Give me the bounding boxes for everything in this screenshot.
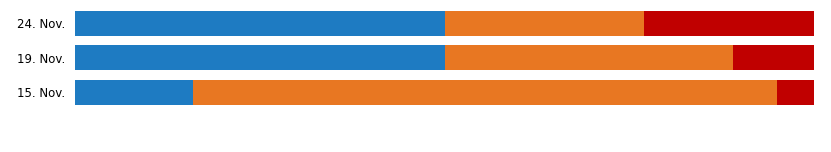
Bar	[644, 11, 814, 36]
Bar	[778, 80, 814, 105]
Bar	[75, 45, 445, 70]
Bar	[75, 80, 193, 105]
Bar	[733, 45, 814, 70]
Bar	[445, 45, 733, 70]
Bar	[193, 80, 778, 105]
Bar	[445, 11, 644, 36]
Bar	[75, 11, 445, 36]
